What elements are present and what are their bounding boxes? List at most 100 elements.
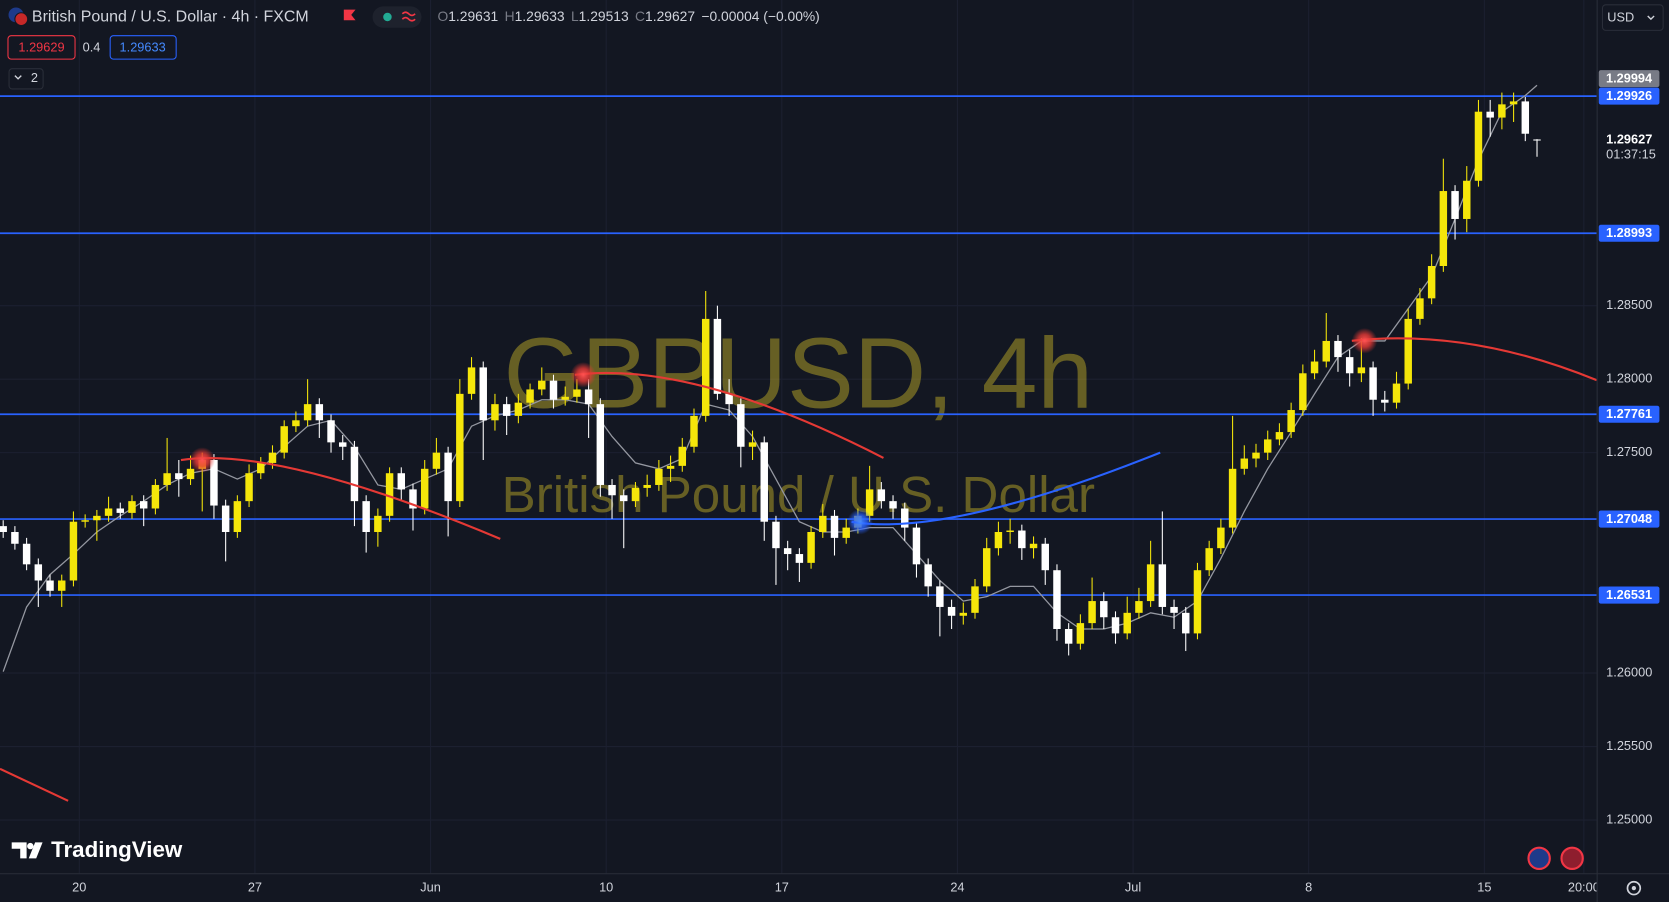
candle-body: [865, 489, 874, 516]
candle-body: [315, 404, 324, 421]
ohlc-legend: O1.29631 H1.29633 L1.29513 C1.29627 −0.00004…: [437, 8, 819, 24]
candle-body: [491, 404, 499, 421]
candle-body: [947, 606, 956, 616]
candle-body: [514, 402, 523, 416]
candle-body: [690, 415, 698, 447]
x-tick-label: 17: [775, 880, 789, 895]
high-label: 1.29994: [1606, 71, 1653, 86]
indicators-toggle[interactable]: [8, 68, 44, 90]
candle-body: [760, 442, 768, 522]
candle-body: [1404, 318, 1412, 384]
candle-body: [175, 473, 183, 480]
candle-body: [69, 521, 78, 581]
indicator-curves: [0, 328, 1597, 802]
chevron: [14, 75, 22, 80]
x-tick-label: 20:00: [1568, 880, 1600, 895]
candle-body: [1463, 180, 1471, 219]
sell-button[interactable]: [7, 35, 76, 60]
x-tick-label: Jun: [420, 880, 441, 895]
ohlc-value: 1.29627: [645, 8, 695, 24]
y-tick-label: 1.28000: [1606, 371, 1652, 386]
pivot-marker: [189, 447, 216, 473]
symbol-flag: [14, 12, 29, 27]
candle-body: [1170, 606, 1178, 613]
candle-body: [1053, 570, 1061, 629]
candle-body: [339, 442, 347, 447]
event-flag[interactable]: [1560, 846, 1584, 871]
candle-body: [1205, 548, 1213, 571]
buy-price[interactable]: 1.29633: [120, 39, 166, 54]
candle-body: [631, 487, 640, 502]
curve: [0, 767, 69, 802]
candle-body: [409, 489, 417, 509]
candle-body: [807, 532, 815, 563]
candle-body: [573, 389, 581, 397]
pivot-marker: [1351, 328, 1378, 354]
candle-body: [34, 564, 43, 581]
currency[interactable]: USD: [1607, 9, 1634, 24]
candle-body: [1451, 191, 1459, 219]
candle-body: [186, 468, 195, 480]
x-tick-label: 20: [72, 880, 86, 895]
brand-name[interactable]: TradingView: [51, 837, 183, 862]
spread: 0.4: [83, 39, 101, 54]
candle-body: [1029, 543, 1038, 549]
status-pill[interactable]: [372, 6, 422, 28]
candle-body: [748, 442, 757, 447]
candle-body: [1041, 543, 1049, 571]
candle-body: [280, 426, 288, 453]
x-tick-label: 8: [1305, 880, 1312, 895]
curve: [574, 371, 884, 459]
candle-body: [538, 380, 546, 390]
candle-body: [772, 521, 780, 549]
header: British Pound / U.S. Dollar · 4h · FXCM …: [7, 4, 1664, 90]
ohlc-key: O: [437, 8, 448, 24]
sell-price[interactable]: 1.29629: [18, 39, 64, 54]
candle-body: [701, 318, 710, 416]
candle-body: [1310, 361, 1319, 374]
indicator-count[interactable]: 2: [31, 70, 38, 85]
candle-body: [1287, 410, 1295, 433]
level-label-box: [1598, 224, 1660, 242]
y-tick-label: 1.26000: [1606, 664, 1652, 679]
candle-body: [1193, 570, 1202, 634]
candle-body: [1439, 191, 1448, 267]
candle-body: [596, 404, 605, 485]
candle-body: [1427, 266, 1436, 299]
candle-body: [655, 468, 663, 485]
candle-body: [151, 484, 160, 509]
candle-body: [561, 396, 569, 400]
candle-body: [1474, 111, 1483, 181]
symbol-title[interactable]: British Pound / U.S. Dollar · 4h · FXCM: [32, 8, 309, 25]
grid: [0, 0, 1597, 874]
buy-button[interactable]: [109, 35, 177, 60]
currency-select[interactable]: [1601, 4, 1664, 31]
candle-body: [1416, 298, 1424, 319]
candle-body: [397, 473, 406, 490]
candle-body: [1252, 452, 1260, 459]
settings-icon[interactable]: [1626, 880, 1642, 896]
candle-body: [620, 495, 628, 502]
candle-body: [467, 367, 476, 394]
flag-icon[interactable]: [343, 9, 356, 21]
candle-body: [93, 515, 101, 521]
candle-body: [1498, 104, 1506, 118]
candle-body: [678, 446, 687, 466]
candle-body: [725, 393, 733, 405]
candle-body: [1334, 340, 1342, 358]
level-label-box: [1598, 405, 1660, 423]
event-flag[interactable]: [1527, 846, 1551, 871]
candle-body: [936, 586, 944, 607]
level-label: 1.28993: [1606, 225, 1652, 240]
candle-body: [1006, 530, 1014, 533]
y-tick-label: 1.28500: [1606, 297, 1652, 312]
candle-body: [1275, 432, 1284, 440]
candle-body: [210, 459, 218, 506]
candle-body: [257, 462, 265, 474]
candle-body: [1158, 564, 1167, 607]
curve: [851, 451, 1161, 526]
plot-area: [0, 84, 1597, 672]
candle-body: [1228, 468, 1237, 528]
